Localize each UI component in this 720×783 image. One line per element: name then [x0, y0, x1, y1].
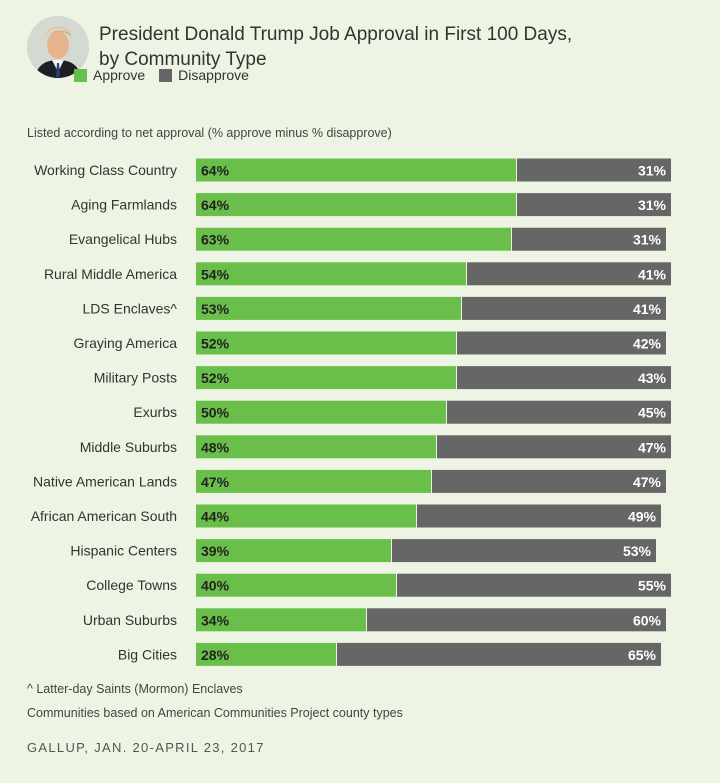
data-label-disapprove: 60% — [633, 612, 662, 628]
data-label-approve: 40% — [201, 578, 230, 594]
category-label: Exurbs — [133, 404, 177, 420]
trump-portrait — [27, 16, 89, 78]
category-label: Aging Farmlands — [71, 197, 177, 213]
bar-approve — [196, 227, 511, 251]
bar-approve — [196, 262, 466, 286]
chart-title: President Donald Trump Job Approval in F… — [99, 22, 699, 72]
data-label-disapprove: 41% — [638, 266, 667, 282]
data-label-disapprove: 47% — [633, 474, 662, 490]
data-label-disapprove: 42% — [633, 336, 662, 352]
category-label: Urban Suburbs — [83, 612, 177, 628]
data-label-approve: 64% — [201, 163, 230, 179]
legend-item-disapprove: Disapprove — [159, 67, 249, 83]
data-label-approve: 52% — [201, 336, 230, 352]
bar-disapprove — [462, 296, 666, 320]
bar-approve — [196, 331, 456, 355]
source-line: GALLUP, JAN. 20-APRIL 23, 2017 — [27, 740, 265, 755]
bar-approve — [196, 435, 436, 459]
data-label-disapprove: 49% — [628, 509, 657, 525]
category-label: LDS Enclaves^ — [83, 300, 178, 316]
bar-disapprove — [417, 504, 661, 528]
bar-approve — [196, 158, 516, 182]
data-label-disapprove: 53% — [623, 543, 652, 559]
legend-label-disapprove: Disapprove — [178, 67, 249, 83]
data-label-disapprove: 55% — [638, 578, 667, 594]
footnote-lds: ^ Latter-day Saints (Mormon) Enclaves — [27, 682, 243, 696]
data-label-approve: 63% — [201, 232, 230, 248]
bar-disapprove — [447, 400, 671, 424]
data-label-approve: 50% — [201, 405, 230, 421]
bar-disapprove — [512, 227, 666, 251]
category-label: Rural Middle America — [44, 266, 177, 282]
data-label-approve: 39% — [201, 543, 230, 559]
category-label: Working Class Country — [34, 162, 177, 178]
data-label-approve: 53% — [201, 301, 230, 317]
chart-title-line1: President Donald Trump Job Approval in F… — [99, 24, 573, 45]
category-label: College Towns — [86, 577, 177, 593]
data-label-disapprove: 43% — [638, 370, 667, 386]
category-label: Graying America — [74, 335, 178, 351]
bar-disapprove — [467, 262, 671, 286]
footnote-acp: Communities based on American Communitie… — [27, 706, 403, 720]
chart-legend: Approve Disapprove — [74, 67, 263, 83]
bar-approve — [196, 642, 336, 666]
bar-disapprove — [457, 331, 666, 355]
bar-approve — [196, 539, 391, 563]
data-label-disapprove: 47% — [638, 439, 667, 455]
bar-disapprove — [437, 435, 671, 459]
category-label: Evangelical Hubs — [69, 231, 177, 247]
bar-disapprove — [337, 642, 661, 666]
chart-title-line2: by Community Type — [99, 49, 267, 70]
category-label: Middle Suburbs — [80, 439, 177, 455]
data-label-approve: 28% — [201, 647, 230, 663]
bar-approve — [196, 504, 416, 528]
chart-header: President Donald Trump Job Approval in F… — [27, 16, 707, 106]
data-label-approve: 48% — [201, 439, 230, 455]
data-label-disapprove: 31% — [638, 197, 667, 213]
category-label: Hispanic Centers — [70, 543, 177, 559]
data-label-disapprove: 31% — [638, 163, 667, 179]
chart-subtitle: Listed according to net approval (% appr… — [27, 126, 392, 140]
bar-disapprove — [517, 193, 671, 217]
legend-swatch-disapprove — [159, 68, 173, 82]
data-label-approve: 44% — [201, 509, 230, 525]
data-label-approve: 64% — [201, 197, 230, 213]
data-label-disapprove: 45% — [638, 405, 667, 421]
bar-approve — [196, 573, 396, 597]
data-label-approve: 34% — [201, 612, 230, 628]
category-label: Native American Lands — [33, 473, 177, 489]
category-label: Big Cities — [118, 646, 177, 662]
portrait-image — [27, 16, 89, 78]
bar-approve — [196, 608, 366, 632]
data-label-approve: 54% — [201, 266, 230, 282]
data-label-approve: 47% — [201, 474, 230, 490]
data-label-approve: 52% — [201, 370, 230, 386]
bar-disapprove — [432, 469, 666, 493]
bar-chart: Working Class Country 64% 31% Aging Farmlan… — [31, 158, 671, 666]
bar-disapprove — [457, 366, 671, 390]
bar-disapprove — [367, 608, 666, 632]
data-label-disapprove: 41% — [633, 301, 662, 317]
legend-item-approve: Approve — [74, 67, 145, 83]
legend-swatch-approve — [74, 68, 87, 82]
bar-disapprove — [397, 573, 671, 597]
bar-approve — [196, 296, 461, 320]
bar-disapprove — [517, 158, 671, 182]
bar-disapprove — [392, 539, 656, 563]
bar-approve — [196, 193, 516, 217]
category-label: Military Posts — [94, 370, 177, 386]
bar-approve — [196, 469, 431, 493]
data-label-disapprove: 65% — [628, 647, 657, 663]
bar-approve — [196, 366, 456, 390]
data-label-disapprove: 31% — [633, 232, 662, 248]
category-label: African American South — [31, 508, 177, 524]
legend-label-approve: Approve — [93, 67, 146, 83]
bar-approve — [196, 400, 446, 424]
